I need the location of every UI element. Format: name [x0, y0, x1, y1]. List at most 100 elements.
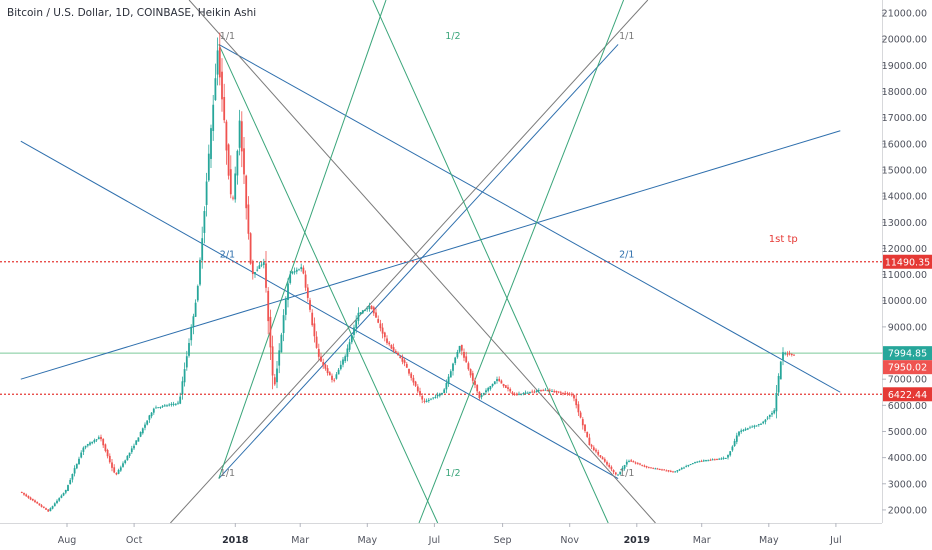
- price-badge-label: 7950.02: [888, 363, 927, 374]
- candle-body: [240, 121, 243, 152]
- candle-body: [487, 387, 490, 391]
- trend-line: [188, 0, 656, 524]
- candle-body: [177, 402, 179, 404]
- candle: [746, 427, 749, 431]
- candle: [350, 334, 353, 345]
- candle: [742, 428, 745, 432]
- price-badge: 7994.85: [883, 346, 932, 361]
- candle-body: [548, 389, 551, 391]
- candle: [251, 259, 254, 280]
- candle-body: [229, 169, 232, 195]
- time-axis[interactable]: Aug Oct 2018 Mar May Jul Sep Nov 2019 Mar May Jul: [0, 523, 882, 546]
- candle: [247, 196, 250, 240]
- candle-body: [500, 380, 503, 384]
- candle-body: [480, 394, 483, 398]
- candle: [126, 455, 129, 461]
- candle-body: [744, 428, 747, 431]
- candle: [95, 439, 98, 443]
- price-badge-label: 7994.85: [888, 349, 927, 360]
- gann-ratio-label: 1/2: [445, 31, 460, 42]
- candle: [53, 502, 56, 507]
- candle-body: [386, 338, 388, 343]
- candle: [34, 499, 36, 503]
- candle-body: [34, 500, 36, 503]
- candle-body: [163, 405, 166, 407]
- candle-body: [368, 306, 371, 309]
- candle-body: [416, 386, 419, 392]
- time-tick-label: 2018: [222, 535, 249, 546]
- candle-body: [309, 300, 311, 310]
- candle-body: [562, 393, 564, 395]
- candle-body: [447, 376, 450, 384]
- candle: [137, 437, 140, 442]
- candle: [372, 305, 375, 316]
- target-label: 1st tp: [769, 234, 798, 245]
- candle: [553, 389, 556, 394]
- candle: [619, 471, 622, 475]
- candle-body: [108, 455, 111, 463]
- candle: [559, 390, 562, 394]
- candle: [709, 458, 712, 461]
- candle: [465, 351, 468, 363]
- candle: [368, 302, 371, 312]
- candle-body: [518, 393, 520, 395]
- candle: [579, 410, 582, 419]
- candle: [157, 407, 160, 409]
- candle-body: [267, 290, 270, 322]
- candle: [322, 358, 325, 369]
- candle: [80, 450, 83, 459]
- candle: [100, 434, 102, 442]
- candle: [632, 460, 635, 463]
- candle-body: [238, 120, 241, 148]
- candle: [665, 469, 668, 472]
- candle: [293, 267, 296, 275]
- candle: [412, 374, 415, 386]
- candle-body: [489, 385, 492, 390]
- candle-body: [51, 506, 54, 509]
- candle: [124, 459, 127, 465]
- candle: [421, 393, 424, 404]
- candle: [379, 319, 382, 332]
- candle: [696, 460, 699, 463]
- candle: [304, 270, 307, 291]
- candle-body: [328, 372, 331, 376]
- candle: [410, 372, 413, 381]
- candle: [278, 343, 281, 374]
- candle-body: [95, 439, 98, 441]
- candle: [586, 431, 589, 438]
- candle-body: [45, 508, 47, 510]
- candle-body: [408, 368, 410, 374]
- candle: [487, 386, 490, 393]
- candle-body: [423, 400, 426, 402]
- candle: [518, 391, 520, 396]
- candle-body: [632, 461, 635, 463]
- candle-body: [247, 204, 250, 234]
- candle: [471, 370, 474, 384]
- candle-body: [78, 458, 80, 465]
- candle: [452, 362, 454, 376]
- candle: [47, 509, 50, 512]
- candle-body: [350, 335, 353, 343]
- candle: [245, 174, 248, 220]
- candle: [348, 338, 351, 353]
- candle: [416, 384, 419, 393]
- candle: [731, 445, 734, 452]
- candle: [645, 465, 648, 469]
- candle-body: [124, 460, 127, 464]
- candle-body: [634, 462, 637, 464]
- candle-body: [111, 462, 113, 468]
- price-axis[interactable]: 2000.00 3000.00 4000.00 5000.00 6000.00 7000.…: [882, 0, 927, 523]
- candle-body: [298, 269, 300, 271]
- candle: [733, 438, 736, 447]
- candle-body: [579, 412, 582, 418]
- candle: [647, 466, 650, 469]
- candle-body: [720, 458, 723, 460]
- candle: [425, 398, 428, 403]
- candle-body: [93, 439, 96, 443]
- candle: [229, 155, 232, 199]
- candle: [183, 362, 186, 387]
- candle-body: [313, 323, 316, 337]
- candle-body: [683, 467, 685, 469]
- candle: [190, 324, 193, 346]
